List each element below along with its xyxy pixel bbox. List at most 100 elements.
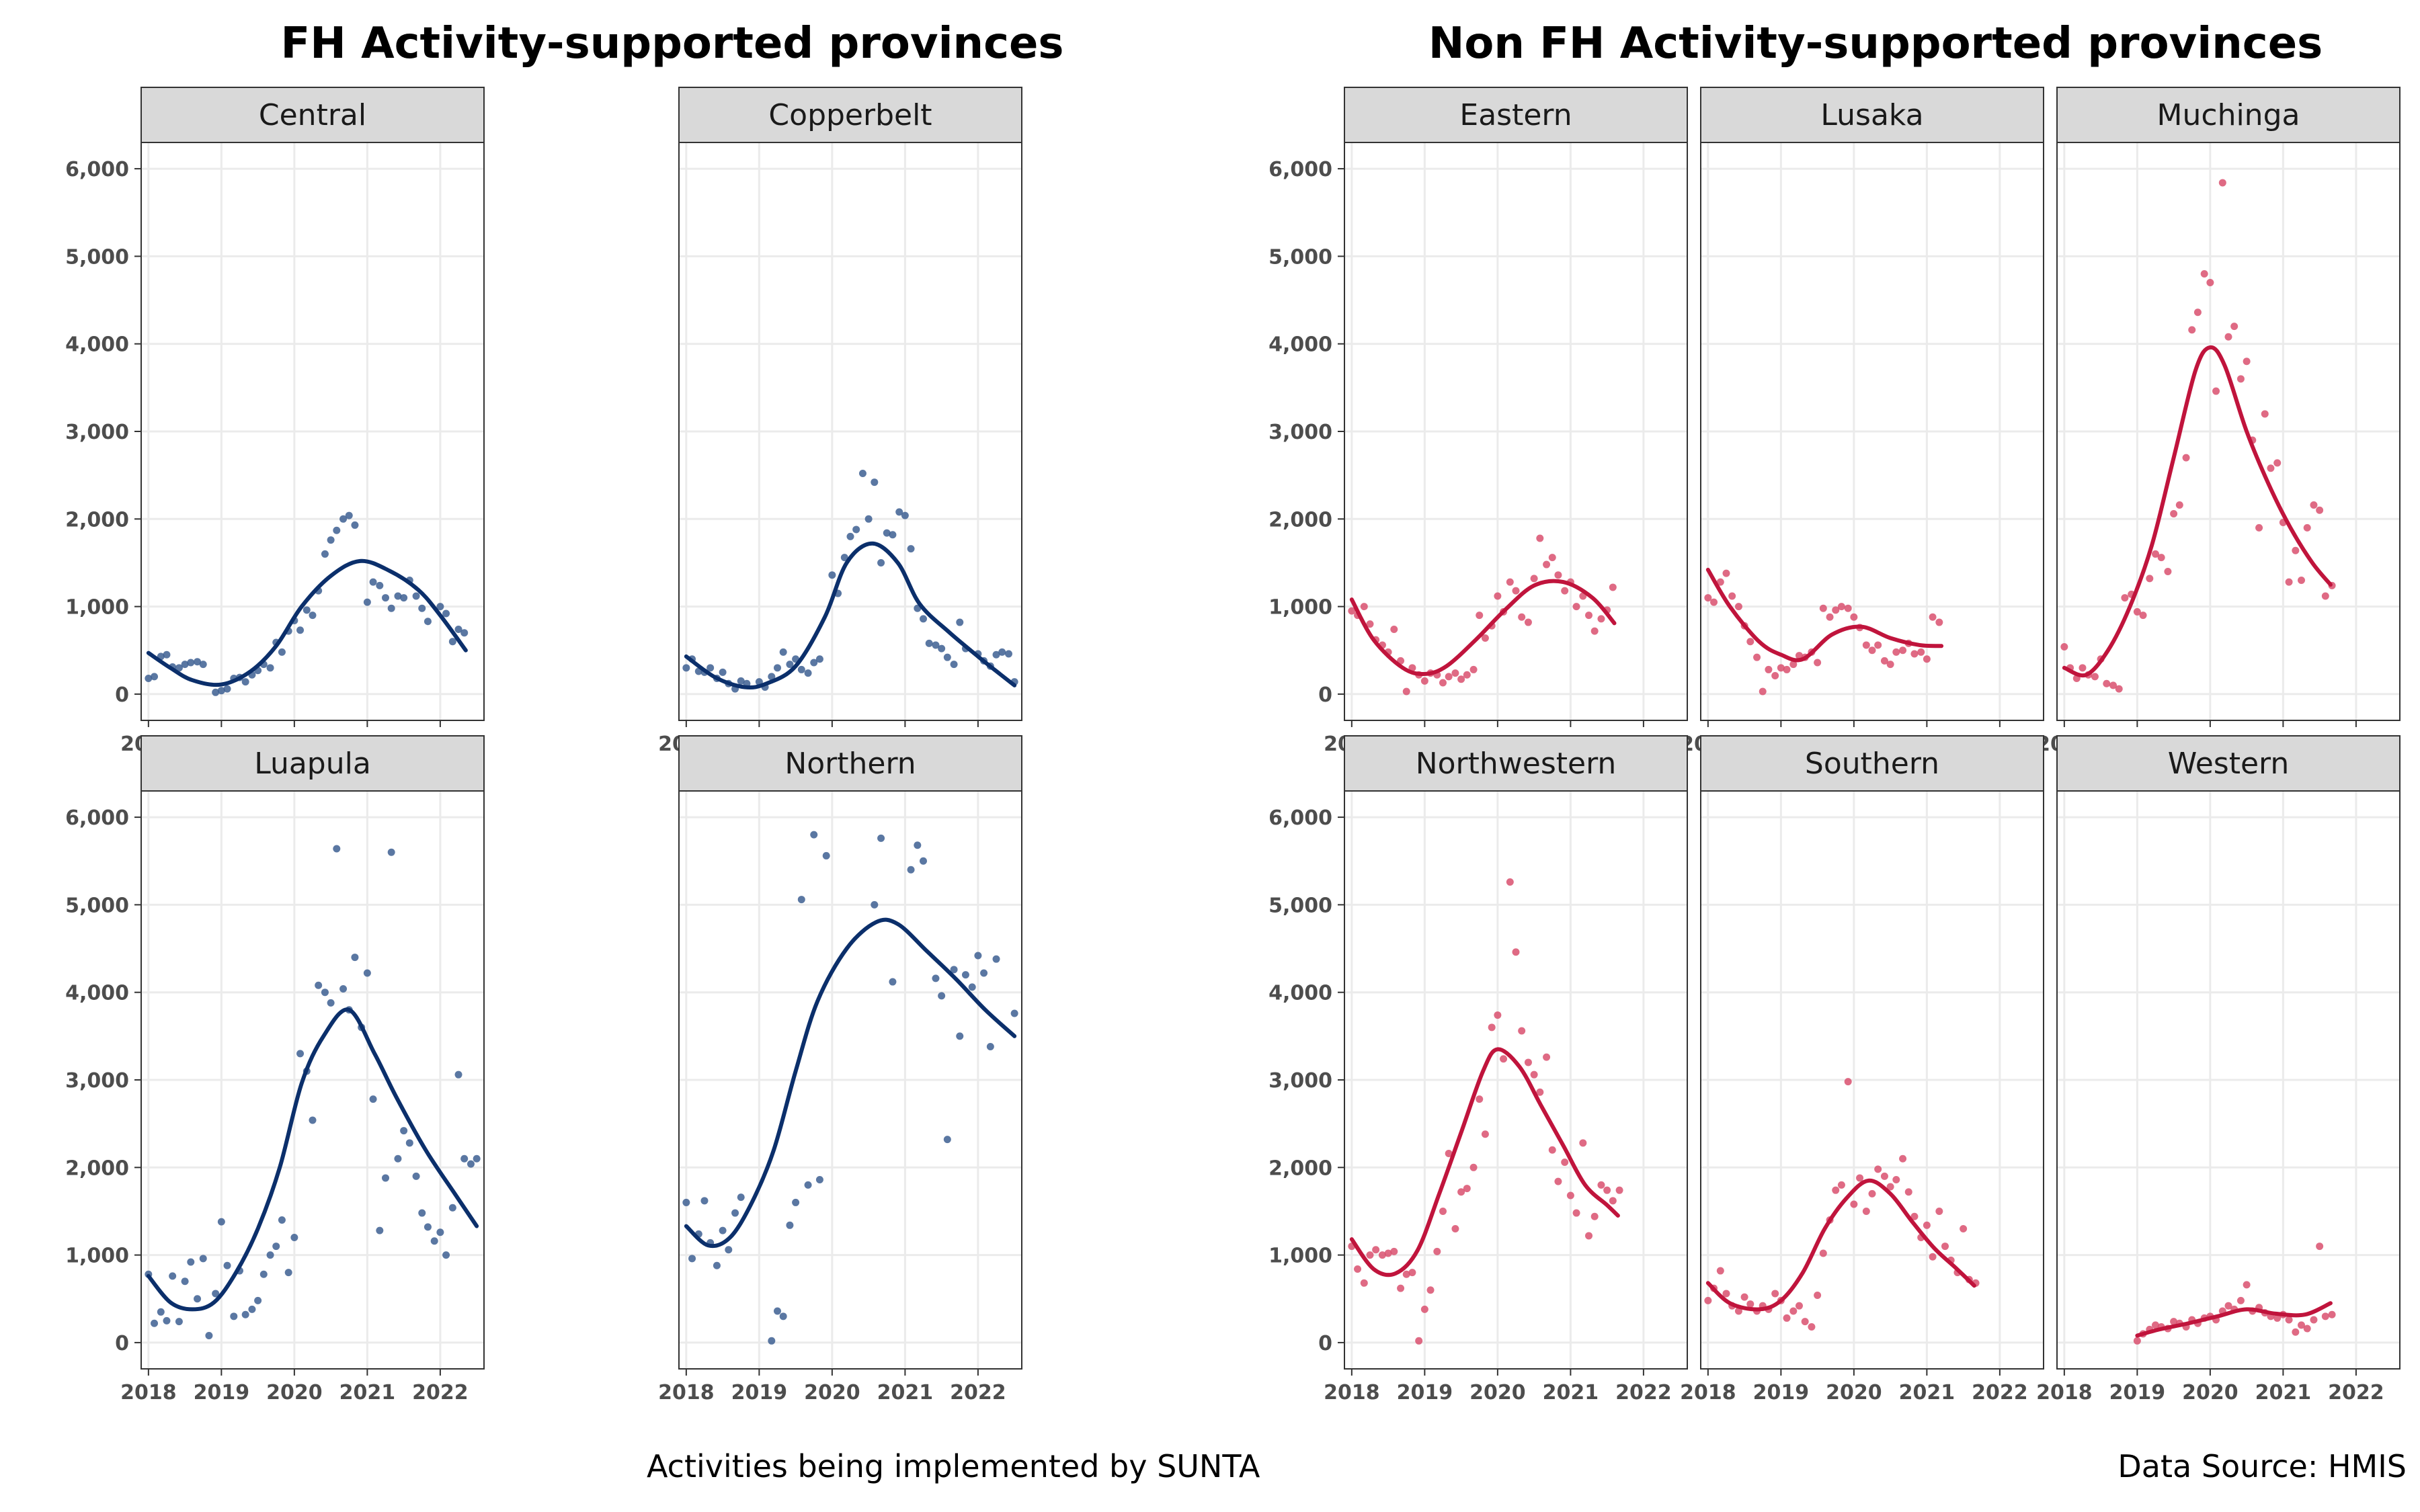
point-northern	[719, 1226, 727, 1234]
panel-border-western	[2056, 790, 2401, 1370]
point-luapula	[339, 984, 348, 993]
point-southern	[1904, 1188, 1912, 1196]
point-western	[2298, 1321, 2306, 1329]
point-central	[241, 678, 249, 686]
point-northwestern	[1488, 1023, 1496, 1032]
point-lusaka	[1734, 603, 1742, 611]
point-copperbelt	[779, 648, 787, 656]
y-tick-label-northwestern: 5,000	[1268, 894, 1332, 917]
point-southern	[1892, 1176, 1900, 1184]
point-muchinga	[2121, 594, 2129, 602]
point-northwestern	[1609, 1197, 1617, 1205]
trend-line-copperbelt	[684, 541, 1017, 690]
point-luapula	[448, 1204, 456, 1212]
point-southern	[1960, 1225, 1968, 1233]
point-central	[351, 521, 359, 529]
point-lusaka	[1899, 646, 1907, 655]
point-luapula	[163, 1316, 171, 1325]
point-northern	[961, 971, 969, 979]
point-lusaka	[1832, 606, 1840, 614]
point-northern	[797, 896, 805, 904]
trend-line-eastern	[1349, 579, 1617, 677]
y-tick-label-central: 0	[115, 683, 129, 707]
point-southern	[1814, 1292, 1822, 1300]
panel-border-northern	[678, 790, 1022, 1370]
point-central	[151, 673, 159, 681]
trend-line-central	[146, 558, 468, 687]
point-southern	[1880, 1172, 1888, 1180]
point-central	[145, 674, 153, 682]
point-western	[2243, 1281, 2251, 1289]
point-northern	[815, 1176, 823, 1184]
x-tick-label-luapula: 2020	[266, 1381, 323, 1404]
point-copperbelt	[932, 641, 940, 649]
point-luapula	[187, 1258, 195, 1266]
trend-line-southern	[1705, 1178, 1976, 1312]
point-muchinga	[2109, 681, 2118, 689]
point-luapula	[248, 1305, 256, 1313]
point-luapula	[175, 1318, 183, 1326]
point-central	[339, 515, 348, 523]
point-northwestern	[1524, 1058, 1532, 1066]
point-muchinga	[2193, 308, 2202, 317]
point-western	[2170, 1318, 2178, 1326]
point-southern	[1844, 1078, 1852, 1086]
point-luapula	[241, 1310, 249, 1318]
point-northern	[920, 857, 928, 865]
point-northwestern	[1476, 1095, 1484, 1103]
point-central	[212, 688, 220, 696]
point-copperbelt	[858, 470, 866, 478]
point-northern	[980, 969, 988, 977]
point-southern	[1862, 1207, 1870, 1215]
point-southern	[1899, 1154, 1907, 1163]
point-northwestern	[1469, 1163, 1478, 1171]
point-northwestern	[1494, 1011, 1502, 1019]
point-lusaka	[1759, 687, 1767, 696]
point-copperbelt	[682, 664, 690, 672]
point-northern	[907, 866, 915, 874]
point-central	[394, 592, 402, 600]
point-luapula	[436, 1228, 444, 1236]
point-eastern	[1530, 575, 1538, 583]
point-northwestern	[1548, 1146, 1556, 1154]
point-northwestern	[1590, 1212, 1599, 1220]
panel-border-copperbelt	[678, 142, 1022, 721]
point-northern	[889, 978, 897, 986]
point-luapula	[382, 1174, 390, 1182]
y-tick-label-eastern: 2,000	[1268, 508, 1332, 532]
point-northwestern	[1390, 1247, 1398, 1255]
point-luapula	[309, 1116, 317, 1124]
point-muchinga	[2079, 664, 2087, 672]
y-tick-label-northwestern: 2,000	[1268, 1157, 1332, 1180]
point-western	[2151, 1321, 2159, 1329]
y-tick-label-central: 2,000	[65, 508, 129, 532]
x-tick-label-southern: 2019	[1753, 1381, 1810, 1404]
point-central	[442, 610, 450, 618]
caption-right: Data Source: HMIS	[2118, 1448, 2407, 1484]
point-luapula	[272, 1243, 280, 1251]
point-luapula	[387, 848, 395, 856]
point-central	[400, 594, 408, 602]
x-tick-label-northern: 2020	[804, 1381, 860, 1404]
point-eastern	[1463, 671, 1471, 679]
point-luapula	[199, 1255, 207, 1263]
x-tick-label-southern: 2021	[1899, 1381, 1955, 1404]
point-muchinga	[2292, 546, 2300, 554]
point-central	[454, 625, 462, 633]
point-northwestern	[1518, 1027, 1526, 1035]
point-lusaka	[1935, 618, 1943, 626]
x-tick-label-southern: 2018	[1680, 1381, 1736, 1404]
point-muchinga	[2316, 506, 2324, 514]
point-luapula	[412, 1172, 420, 1180]
point-northwestern	[1360, 1279, 1368, 1287]
point-southern	[1819, 1249, 1827, 1257]
y-tick-label-luapula: 4,000	[65, 982, 129, 1005]
x-tick-label-northwestern: 2018	[1324, 1381, 1380, 1404]
point-muchinga	[2139, 612, 2147, 620]
point-eastern	[1390, 625, 1398, 633]
point-northern	[938, 992, 946, 1000]
point-muchinga	[2175, 501, 2183, 509]
point-muchinga	[2236, 375, 2245, 383]
y-tick-label-northwestern: 1,000	[1268, 1245, 1332, 1268]
